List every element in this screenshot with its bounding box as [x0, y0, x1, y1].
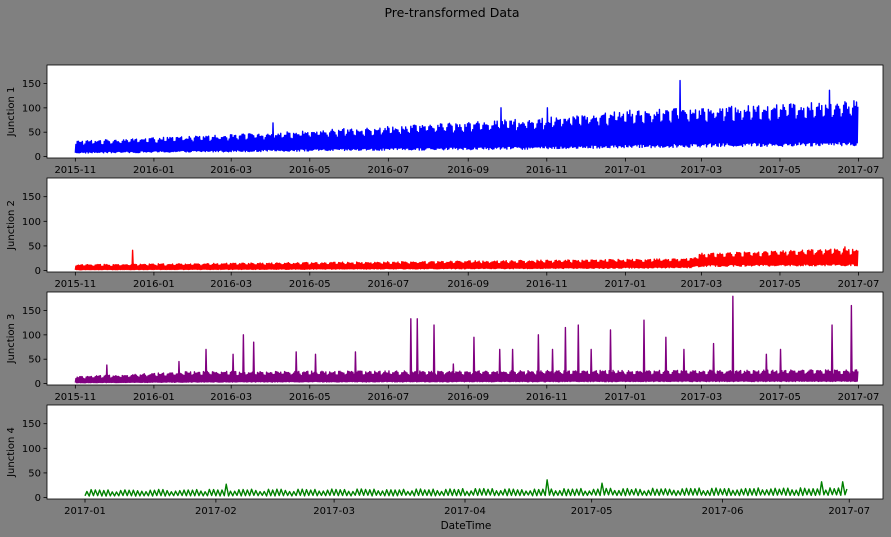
x-tick-label: 2017-07 — [828, 506, 870, 517]
x-tick-label: 2017-04 — [444, 506, 486, 517]
axes-frame — [46, 177, 884, 273]
y-tick-label: 150 — [22, 306, 41, 317]
y-axis-label: Junction 3 — [6, 314, 17, 365]
x-tick-label: 2016-01 — [133, 165, 175, 176]
figure-title: Pre-transformed Data — [384, 5, 519, 20]
y-tick-label: 50 — [28, 355, 41, 366]
y-axis-label: Junction 1 — [6, 87, 17, 138]
x-tick-label: 2015-11 — [54, 279, 96, 290]
x-tick-label: 2017-03 — [313, 506, 355, 517]
axes-frame — [46, 64, 884, 159]
x-tick-label: 2017-01 — [64, 506, 106, 517]
x-tick-label: 2016-11 — [526, 279, 568, 290]
y-tick-label: 150 — [22, 79, 41, 90]
x-tick-label: 2017-01 — [604, 392, 646, 403]
x-tick-label: 2017-02 — [195, 506, 237, 517]
x-tick-label: 2017-07 — [838, 165, 880, 176]
y-tick-label: 100 — [22, 103, 41, 114]
y-tick-label: 50 — [28, 468, 41, 479]
x-tick-label: 2017-05 — [759, 279, 801, 290]
x-tick-label: 2016-03 — [210, 279, 252, 290]
y-tick-label: 0 — [35, 379, 41, 390]
x-tick-label: 2017-01 — [604, 279, 646, 290]
x-axis-label: DateTime — [441, 520, 492, 532]
x-tick-label: 2017-03 — [680, 165, 722, 176]
subplot-junction-2: 0 50 100 150 2015-11 2016-01 2016-03 2016-05 201… — [6, 177, 884, 290]
x-tick-label: 2016-07 — [367, 392, 409, 403]
x-tick-label: 2016-05 — [289, 279, 331, 290]
y-tick-label: 150 — [22, 192, 41, 203]
subplot-junction-1: 0 50 100 150 2015-11 2016-01 2016-03 2016-05 201… — [6, 64, 884, 176]
x-tick-label: 2017-05 — [759, 392, 801, 403]
x-tick-label: 2016-01 — [133, 279, 175, 290]
subplot-junction-3: 0 50 100 150 2015-11 2016-01 2016-03 2016-05 201… — [6, 291, 884, 403]
series-line-junction-3 — [74, 295, 859, 384]
x-tick-label: 2016-05 — [289, 165, 331, 176]
x-tick-label: 2016-11 — [526, 165, 568, 176]
y-tick-label: 100 — [22, 444, 41, 455]
x-tick-label: 2016-03 — [210, 392, 252, 403]
x-tick-label: 2015-11 — [54, 392, 96, 403]
series-line-junction-4 — [84, 479, 848, 497]
x-tick-label: 2016-09 — [447, 392, 489, 403]
y-tick-label: 0 — [35, 493, 41, 504]
y-tick-label: 50 — [28, 241, 41, 252]
x-tick-label: 2016-05 — [289, 392, 331, 403]
x-tick-label: 2017-07 — [838, 392, 880, 403]
y-tick-label: 0 — [35, 266, 41, 277]
x-tick-label: 2016-09 — [447, 279, 489, 290]
plot-area — [47, 405, 883, 499]
x-tick-label: 2017-06 — [702, 506, 744, 517]
x-tick-label: 2017-01 — [604, 165, 646, 176]
x-tick-label: 2017-03 — [680, 392, 722, 403]
y-tick-label: 0 — [35, 152, 41, 163]
y-axis-label: Junction 4 — [6, 427, 17, 478]
x-tick-label: 2017-03 — [680, 279, 722, 290]
x-tick-label: 2016-03 — [210, 165, 252, 176]
series-line-junction-2 — [74, 246, 859, 271]
x-tick-label: 2015-11 — [54, 165, 96, 176]
x-tick-label: 2016-07 — [367, 165, 409, 176]
series-line-junction-1 — [74, 79, 859, 154]
plot-area — [47, 292, 883, 385]
y-axis-label: Junction 2 — [6, 200, 17, 251]
x-tick-label: 2017-07 — [838, 279, 880, 290]
y-tick-label: 50 — [28, 128, 41, 139]
x-tick-label: 2017-05 — [759, 165, 801, 176]
y-tick-label: 150 — [22, 419, 41, 430]
x-tick-label: 2016-07 — [367, 279, 409, 290]
subplot-junction-4: 0 50 100 150 2017-01 2017-02 2017-03 2017-04 201… — [6, 404, 884, 517]
x-tick-label: 2016-09 — [447, 165, 489, 176]
y-tick-label: 100 — [22, 330, 41, 341]
x-tick-label: 2016-01 — [133, 392, 175, 403]
axes-frame — [46, 291, 884, 386]
x-tick-label: 2016-11 — [526, 392, 568, 403]
y-tick-label: 100 — [22, 217, 41, 228]
x-tick-label: 2017-05 — [571, 506, 613, 517]
